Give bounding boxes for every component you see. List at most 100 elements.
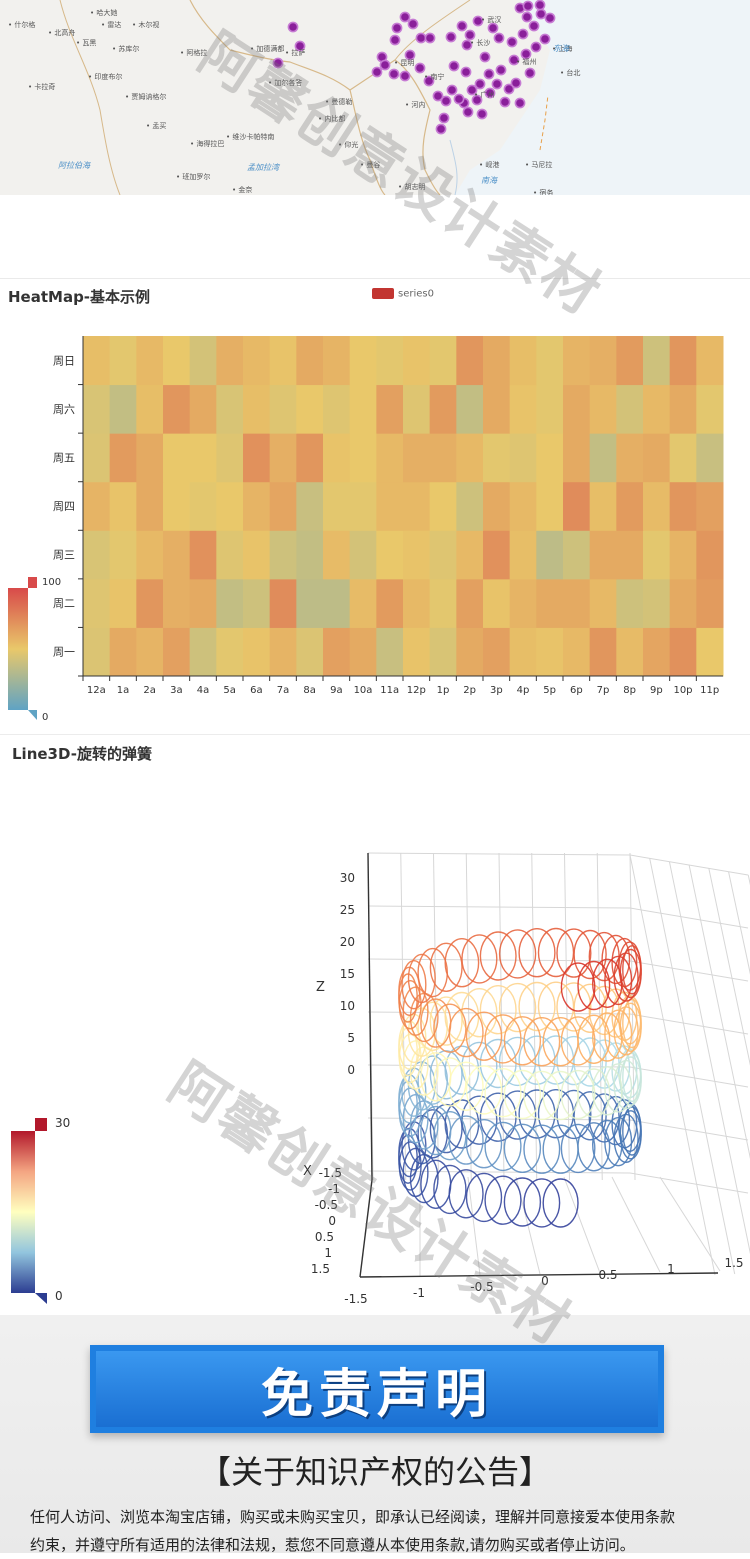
heat-cell <box>243 579 270 628</box>
spring-coil <box>462 935 497 983</box>
heat-cell <box>350 579 377 628</box>
heat-cell <box>536 482 563 531</box>
map-point <box>447 85 456 94</box>
map-point <box>400 71 409 80</box>
heat-cell <box>110 433 137 482</box>
x-axis-label: X <box>303 1164 312 1179</box>
heat-cell <box>456 433 483 482</box>
heat-cell <box>270 530 297 579</box>
heat-cell <box>270 627 297 676</box>
heat-cell <box>670 530 697 579</box>
grid-line <box>630 855 748 875</box>
heat-cell <box>83 433 110 482</box>
heat-cell <box>376 336 403 385</box>
heat-cell <box>430 482 457 531</box>
map-place-label: • 北高舟 <box>48 28 75 38</box>
heat-cell <box>563 627 590 676</box>
heat-cell <box>510 482 537 531</box>
map-place-label: • 河内 <box>405 100 425 110</box>
heat-cell <box>323 336 350 385</box>
x-tick-label: 7a <box>277 685 290 696</box>
map-point <box>518 29 527 38</box>
x-tick-label: 12p <box>407 685 426 696</box>
heat-cell <box>270 579 297 628</box>
heat-cell <box>83 336 110 385</box>
heat-cell <box>216 482 243 531</box>
grid-line <box>630 1067 748 1087</box>
notice-line-2: 约束，并遵守所有适用的法律和法规，惹您不同意遵从本使用条款,请勿购买或者停止访问… <box>30 1531 720 1559</box>
y-tick-label: 周日 <box>53 354 75 367</box>
coast-line <box>450 140 457 195</box>
visual-map-max: 30 <box>55 1116 70 1130</box>
x-tick-label: -1.5 <box>319 1166 342 1180</box>
map-point <box>389 69 398 78</box>
line3d-chart: 051015202530Z1.510.50-0.5-1-1.5X-1.5-1-0… <box>0 735 750 1316</box>
map-place-label: • 印度布尔 <box>88 72 122 82</box>
z-tick-label: 5 <box>347 1031 355 1045</box>
map-place-label: • 孟买 <box>146 121 166 131</box>
heat-cell <box>403 433 430 482</box>
heat-cell <box>190 579 217 628</box>
heat-cell <box>403 482 430 531</box>
x-tick-label: 10a <box>354 685 373 696</box>
map-place-label: • 福州 <box>516 57 536 67</box>
visual-map-bar <box>11 1131 35 1293</box>
heat-cell <box>616 530 643 579</box>
x-tick-label: 7p <box>597 685 610 696</box>
x-tick-label: 4a <box>197 685 210 696</box>
heat-cell <box>590 433 617 482</box>
spring-coil <box>480 986 516 1034</box>
heat-cell <box>216 336 243 385</box>
spring-coil <box>480 932 516 980</box>
map-point <box>523 1 532 10</box>
map-point <box>446 32 455 41</box>
heat-cell <box>670 482 697 531</box>
z-tick-label: 15 <box>340 967 355 981</box>
map-place-label: • 雷达 <box>101 20 121 30</box>
x-tick-label: 3p <box>490 685 503 696</box>
heat-cell <box>270 385 297 434</box>
map-place-label: • 胡志明 <box>398 182 425 192</box>
heat-cell <box>136 433 163 482</box>
heat-cell <box>403 579 430 628</box>
scatter-map: • 什尔格• 哈大她• 北高舟• 雷达• 木尔视• 瓦黑• 苏库尔• 印度布尔•… <box>0 0 750 195</box>
x-tick-label: 8p <box>623 685 636 696</box>
heat-cell <box>483 336 510 385</box>
x-tick-label: 11p <box>700 685 719 696</box>
heat-cell <box>616 336 643 385</box>
heat-cell <box>403 336 430 385</box>
heat-cell <box>83 482 110 531</box>
heat-cell <box>190 530 217 579</box>
map-point <box>515 98 524 107</box>
map-place-label: • 马尼拉 <box>525 160 552 170</box>
map-point <box>477 109 486 118</box>
heat-cell <box>350 433 377 482</box>
heat-cell <box>696 336 723 385</box>
map-point <box>522 12 531 21</box>
spring-coil <box>524 1125 560 1173</box>
map-place-label: • 广州 <box>474 90 494 100</box>
heat-cell <box>563 433 590 482</box>
map-place-label: • 贾姆讷格尔 <box>125 92 166 102</box>
heat-cell <box>590 336 617 385</box>
map-place-label: • 昆明 <box>394 58 414 68</box>
map-point <box>372 67 381 76</box>
heat-cell <box>163 627 190 676</box>
heat-cell <box>136 579 163 628</box>
z-tick-label: 25 <box>340 903 355 917</box>
y-tick-label: 1.5 <box>724 1256 743 1270</box>
heat-cell <box>430 433 457 482</box>
heat-cell <box>323 433 350 482</box>
heat-cell <box>616 579 643 628</box>
notice-line-1: 任何人访问、浏览本淘宝店铺，购买或未购买宝贝，即承认已经阅读，理解并同意接爱本使… <box>30 1503 720 1531</box>
y-tick-label: -1.5 <box>344 1292 367 1306</box>
heat-cell <box>696 385 723 434</box>
heat-cell <box>510 530 537 579</box>
map-point <box>425 33 434 42</box>
grid-line <box>368 906 630 908</box>
grid-line <box>564 1177 600 1273</box>
heat-cell <box>296 336 323 385</box>
map-place-label: • 加德满都 <box>250 44 284 54</box>
heat-cell <box>83 627 110 676</box>
heat-cell <box>243 482 270 531</box>
